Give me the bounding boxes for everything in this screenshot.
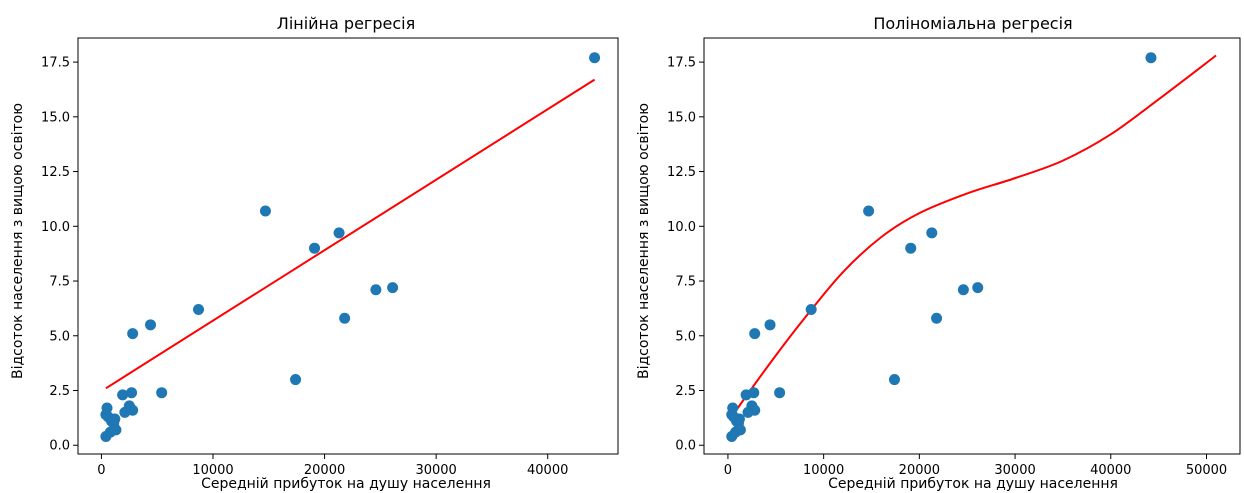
x-tick-label: 10000 — [803, 463, 844, 478]
y-tick-label: 5.0 — [675, 329, 696, 344]
data-point — [100, 430, 112, 442]
data-point — [905, 242, 917, 254]
data-point — [926, 227, 938, 239]
x-tick-label: 0 — [97, 463, 105, 478]
data-point — [957, 284, 969, 296]
x-axis-label: Середній прибуток на душу населення — [828, 476, 1118, 492]
data-point — [259, 205, 271, 217]
x-tick-label: 50000 — [1186, 463, 1227, 478]
data-point — [931, 312, 943, 324]
y-tick-label: 15.0 — [667, 110, 696, 125]
data-point — [145, 319, 157, 331]
data-point — [192, 303, 204, 315]
x-tick-label: 10000 — [192, 463, 233, 478]
x-tick-label: 20000 — [304, 463, 345, 478]
data-point — [117, 389, 129, 401]
data-point — [156, 387, 168, 399]
axes-frame — [703, 37, 1241, 455]
data-point — [972, 282, 984, 294]
data-point — [764, 319, 776, 331]
y-axis-label: Відсоток населення з вищою освітою — [636, 103, 652, 379]
data-point — [734, 424, 746, 436]
y-tick-label: 12.5 — [667, 165, 696, 180]
x-tick-label: 20000 — [899, 463, 940, 478]
y-tick-label: 17.5 — [667, 56, 696, 71]
regression-line — [105, 78, 596, 390]
y-tick-label: 17.5 — [41, 56, 70, 71]
data-point — [127, 328, 139, 340]
y-tick-label: 12.5 — [41, 165, 70, 180]
regression-curve — [730, 54, 1217, 418]
data-point — [740, 389, 752, 401]
y-tick-label: 10.0 — [667, 220, 696, 235]
x-tick-label: 30000 — [994, 463, 1035, 478]
data-point — [589, 52, 601, 64]
data-point — [1145, 52, 1157, 64]
y-tick-label: 5.0 — [49, 329, 70, 344]
data-point — [126, 387, 138, 399]
data-point — [727, 402, 739, 414]
data-point — [119, 406, 131, 418]
y-tick-label: 0.0 — [675, 439, 696, 454]
polynomial-regression-panel: Поліноміальна регресія Середній прибуток… — [636, 14, 1241, 492]
data-point — [749, 328, 761, 340]
data-point — [309, 242, 321, 254]
x-axis-label: Середній прибуток на душу населення — [201, 476, 491, 492]
linear-regression-panel: Лінійна регресія Середній прибуток на ду… — [10, 14, 619, 492]
data-point — [290, 374, 302, 386]
data-point — [863, 205, 875, 217]
x-tick-label: 40000 — [527, 463, 568, 478]
data-point — [774, 387, 786, 399]
y-tick-label: 10.0 — [41, 220, 70, 235]
y-tick-label: 7.5 — [675, 275, 696, 290]
data-point — [101, 402, 113, 414]
axes-frame — [77, 37, 619, 455]
y-tick-label: 2.5 — [675, 384, 696, 399]
data-point — [110, 424, 122, 436]
data-point — [370, 284, 382, 296]
data-point — [742, 406, 754, 418]
x-tick-label: 40000 — [1090, 463, 1131, 478]
x-tick-label: 30000 — [415, 463, 456, 478]
y-tick-label: 2.5 — [49, 384, 70, 399]
y-tick-label: 15.0 — [41, 110, 70, 125]
data-point — [339, 312, 351, 324]
x-tick-label: 0 — [724, 463, 732, 478]
data-point — [805, 303, 817, 315]
y-tick-label: 0.0 — [49, 439, 70, 454]
chart-title: Поліноміальна регресія — [873, 14, 1072, 33]
data-point — [888, 374, 900, 386]
chart-title: Лінійна регресія — [277, 14, 415, 33]
y-axis-label: Відсоток населення з вищою освітою — [10, 103, 26, 379]
y-tick-label: 7.5 — [49, 275, 70, 290]
data-point — [333, 227, 345, 239]
data-point — [726, 430, 738, 442]
data-point — [387, 282, 399, 294]
